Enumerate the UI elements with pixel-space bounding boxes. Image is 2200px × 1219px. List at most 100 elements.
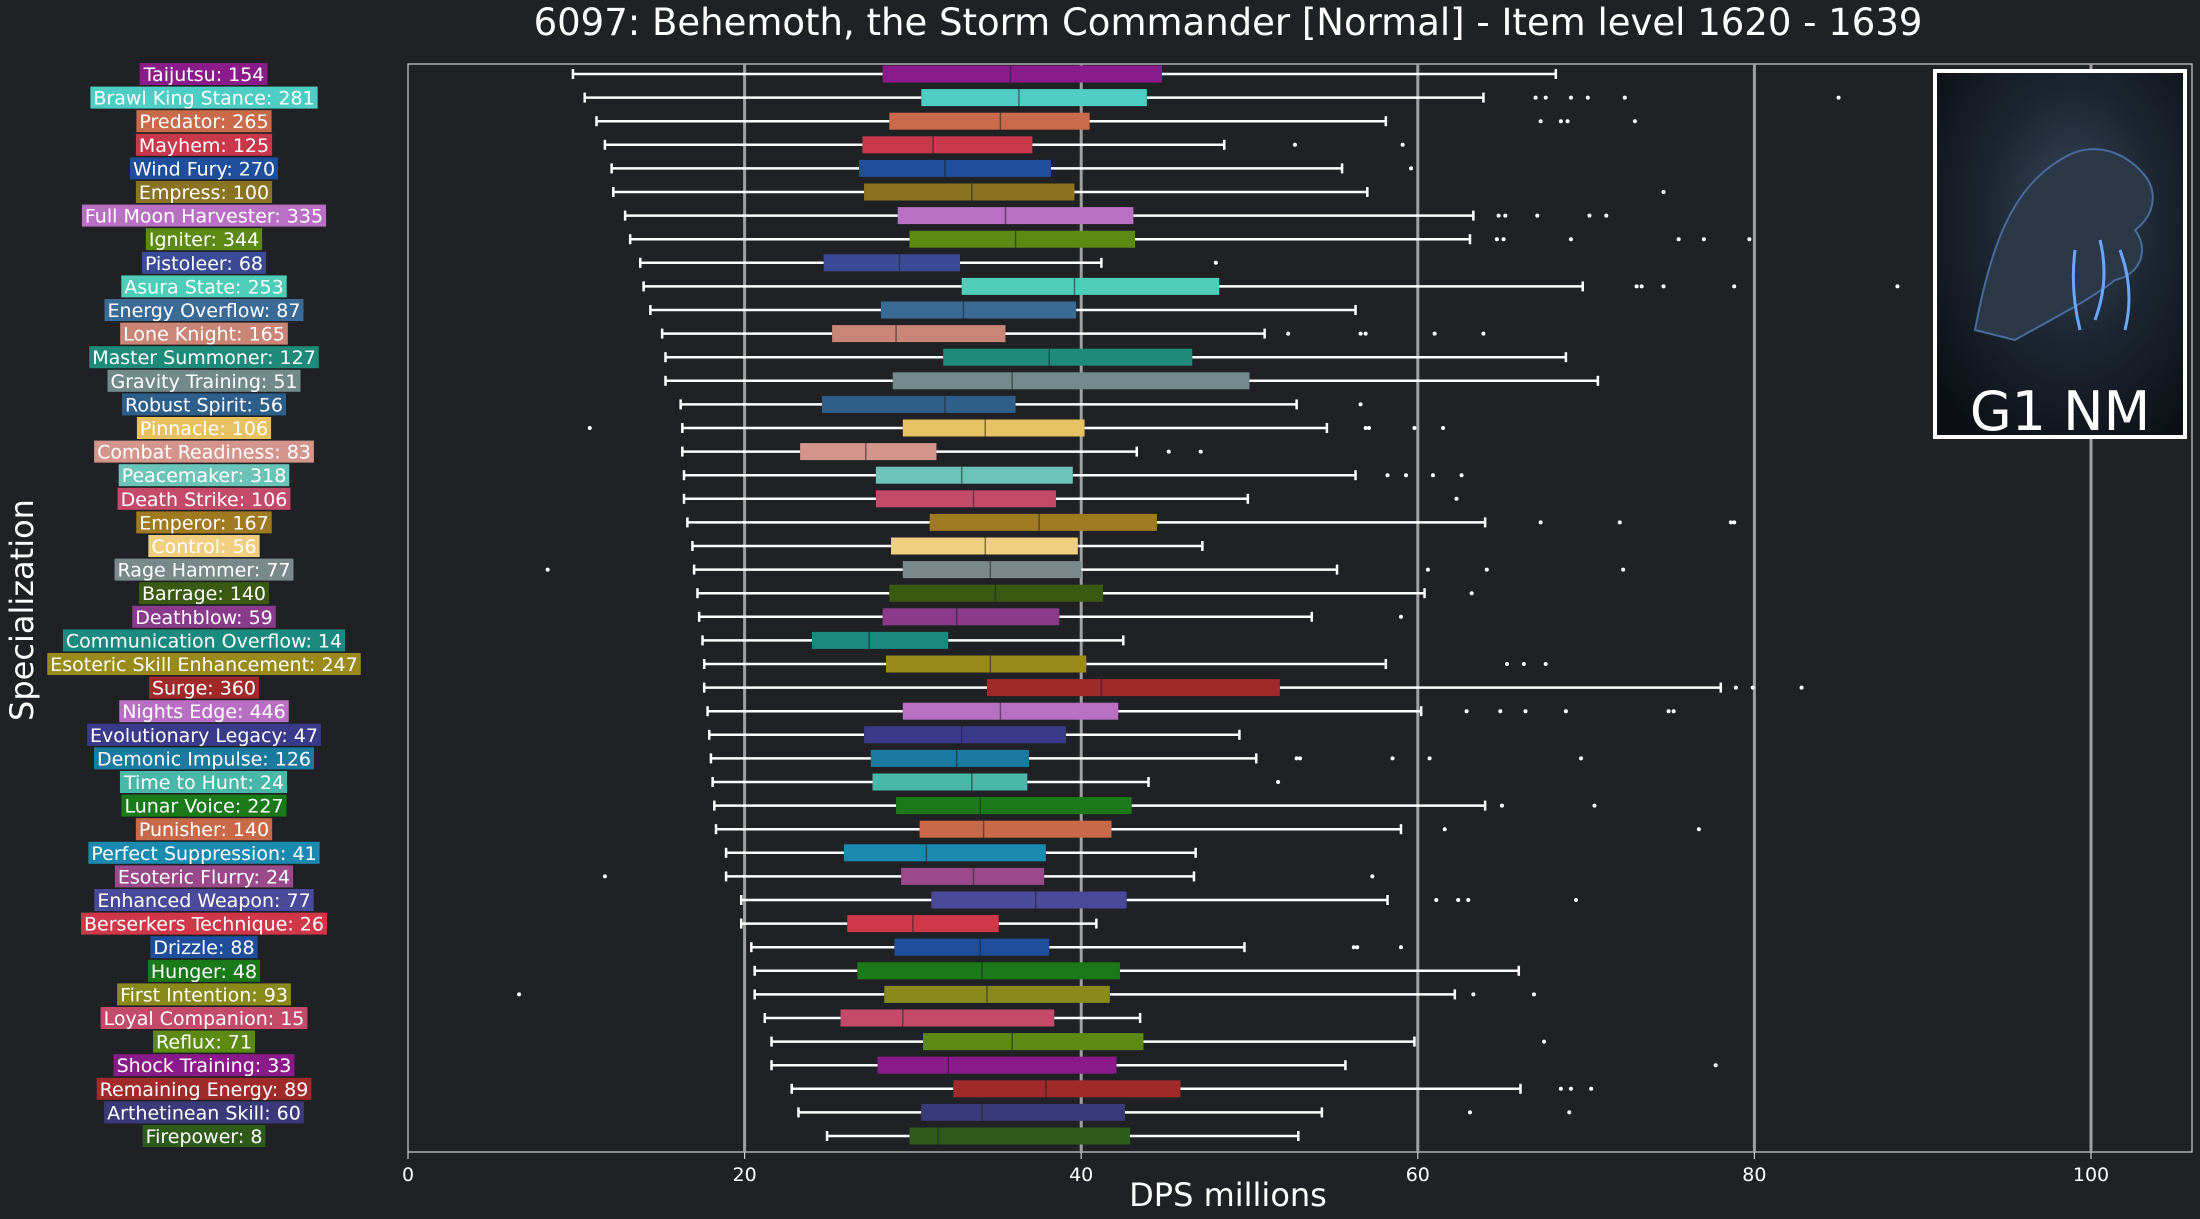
category-label-bg [136, 511, 272, 534]
chart-title: 6097: Behemoth, the Storm Commander [Nor… [534, 1, 1923, 44]
plot-area [407, 63, 2193, 1153]
box-iqr [832, 325, 1006, 343]
outlier-point [1297, 756, 1302, 761]
category-label-bg [129, 157, 279, 180]
box-item [649, 301, 1357, 319]
outlier-point [1523, 709, 1528, 714]
box-item [763, 1009, 1142, 1027]
outlier-point [1466, 898, 1471, 902]
outlier-point [1535, 213, 1540, 218]
outlier-point [1398, 945, 1403, 950]
outlier-point [1895, 284, 1900, 289]
outlier-point [1671, 709, 1676, 714]
dragon-icon [1973, 148, 2154, 342]
outlier-point [1661, 284, 1666, 289]
category-label: Deathblow: 59 [135, 607, 273, 629]
category-label-bg [136, 110, 272, 133]
outlier-point [1617, 520, 1622, 525]
outlier-point [1400, 142, 1405, 147]
outlier-point [1456, 898, 1461, 902]
category-label: Barrage: 140 [142, 583, 266, 605]
outlier-point [1459, 473, 1464, 478]
outlier-point [1747, 237, 1752, 242]
outlier-point [1568, 95, 1573, 100]
box-iqr [986, 679, 1280, 697]
category-label-bg [145, 228, 263, 251]
x-tick-label: 100 [2073, 1164, 2109, 1186]
box-item [739, 915, 1098, 933]
category-label-bg [114, 865, 294, 888]
outlier-point [1363, 331, 1368, 336]
outlier-point [1587, 213, 1592, 218]
category-label-bg [89, 346, 319, 369]
category-label-bg [94, 440, 314, 463]
outlier-point [1366, 426, 1371, 430]
outlier-point [1604, 213, 1609, 218]
outlier-point [545, 567, 550, 572]
box-item [706, 702, 1676, 720]
box-iqr [822, 395, 1016, 413]
category-label: Brawl King Stance: 281 [93, 88, 314, 110]
outlier-point [1385, 473, 1390, 478]
box-item [623, 207, 1609, 225]
category-label-bg [87, 723, 321, 746]
box-item [691, 537, 1204, 555]
box-item [612, 183, 1666, 201]
outlier-point [1427, 756, 1432, 761]
box-iqr [882, 65, 1162, 83]
outlier-point [1198, 449, 1203, 454]
box-iqr [864, 726, 1067, 744]
category-label: Lone Knight: 165 [123, 324, 285, 346]
box-iqr [896, 797, 1132, 815]
outlier-point [1568, 237, 1573, 242]
category-label: Control: 56 [151, 536, 256, 558]
category-label-bg [142, 1125, 266, 1147]
box-iqr [909, 1127, 1131, 1145]
box-item [639, 254, 1218, 272]
outlier-point [1639, 284, 1644, 289]
outlier-point [1574, 898, 1579, 902]
y-axis-label: Specialization [3, 499, 41, 721]
outlier-point [1543, 662, 1548, 666]
box-item [679, 395, 1363, 413]
box-iqr [857, 962, 1120, 980]
category-label: Remaining Energy: 89 [100, 1079, 309, 1101]
box-item [753, 962, 1521, 980]
category-label: Full Moon Harvester: 335 [85, 206, 323, 228]
category-label-bg [147, 959, 261, 982]
box-iqr [889, 112, 1090, 130]
x-tick-label: 60 [1406, 1164, 1430, 1186]
outlier-point [1496, 213, 1501, 218]
category-label: Energy Overflow: 87 [108, 300, 301, 322]
category-label: Shock Training: 33 [117, 1055, 292, 1077]
outlier-point [1589, 1086, 1594, 1091]
outlier-point [1558, 119, 1563, 124]
outlier-point [1558, 1086, 1563, 1091]
category-label-bg [136, 417, 272, 439]
box-item [711, 773, 1281, 791]
box-item [750, 938, 1403, 956]
outlier-point [1565, 119, 1570, 124]
box-item [595, 112, 1637, 130]
box-item [664, 348, 1568, 366]
category-label-bg [117, 983, 291, 1006]
category-label: Communication Overflow: 14 [66, 630, 342, 652]
category-label-bg [121, 275, 287, 298]
x-axis: 0 20 40 60 80 100 [402, 1152, 2109, 1186]
category-label: Arthetinean Skill: 60 [107, 1102, 301, 1124]
category-label-bg [81, 204, 327, 227]
box-iqr [882, 608, 1060, 626]
category-label: Predator: 265 [139, 111, 268, 133]
outlier-point [1464, 709, 1469, 714]
category-label: Reflux: 71 [156, 1032, 252, 1054]
category-label: Demonic Impulse: 126 [97, 748, 311, 770]
outlier-point [1501, 237, 1506, 242]
box-item [660, 325, 1486, 343]
outlier-point [1533, 95, 1538, 100]
category-label: Berserkers Technique: 26 [84, 914, 324, 936]
outlier-point [1504, 662, 1509, 666]
box-item [739, 891, 1579, 909]
box-iqr [847, 915, 999, 933]
outlier-point [1355, 945, 1360, 950]
category-label: Pinnacle: 106 [140, 418, 268, 440]
